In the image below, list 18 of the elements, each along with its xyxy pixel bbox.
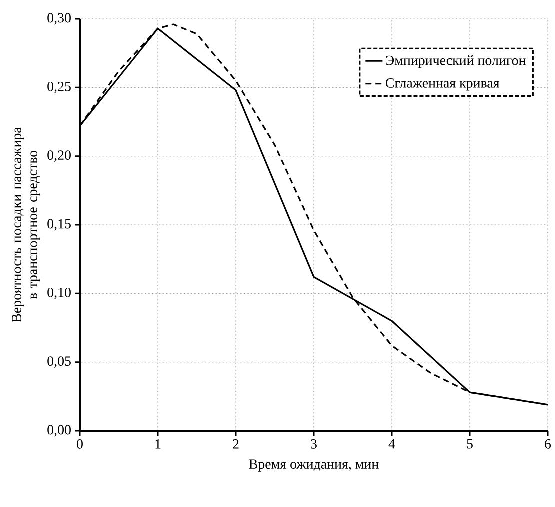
y-tick-label: 0,05 [48,356,71,368]
y-tick-label: 0,10 [48,288,71,300]
x-tick-label: 5 [467,439,473,449]
legend-label: Сглаженная кривая [386,78,500,91]
y-tick-label: 0,20 [48,150,71,162]
x-tick-label: 2 [233,440,239,449]
y-tick-label: 0,15 [48,219,71,231]
y-tick-label: 0,25 [48,82,71,94]
y-axis-title: Вероятность посадки пассажира в транспортное средство [12,127,40,322]
x-axis-title: Время ожидания, мин [249,460,379,472]
x-tick-label: 4 [388,439,396,449]
x-tick-label: 3 [311,440,317,449]
x-tick-label: 0 [77,439,83,449]
x-tick-label: 1 [156,439,161,449]
x-tick-label: 6 [545,440,552,449]
y-tick-label: 0,00 [48,425,71,437]
legend-label: Эмпирический полигон [386,56,526,68]
y-tick-label: 0,30 [48,13,71,25]
